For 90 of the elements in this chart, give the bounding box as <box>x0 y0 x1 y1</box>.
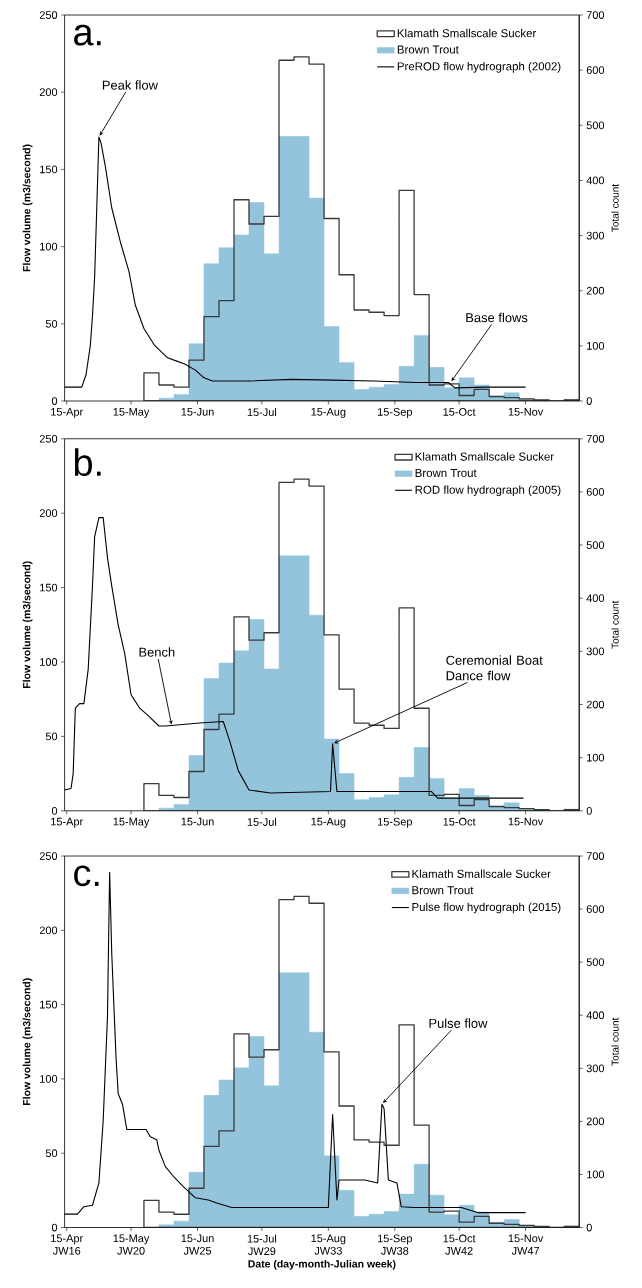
x-tick-label: 15-Jun JW25 <box>181 1234 214 1255</box>
legend-label: Pulse flow hydrograph (2015) <box>412 902 561 914</box>
y-tick-label: 50 <box>45 732 58 741</box>
x-tick-label: 15-Apr <box>51 408 83 418</box>
y2-tick-label: 100 <box>587 1170 605 1179</box>
y2-tick-label: 400 <box>586 176 605 185</box>
y-tick-label: 50 <box>45 319 58 328</box>
legend-label: Brown Trout <box>397 45 459 54</box>
x-tick-label: 15-Aug <box>311 817 346 828</box>
y2-tick-label: 600 <box>586 488 605 496</box>
y-tick-label: 200 <box>39 926 58 935</box>
y2-tick-label: 500 <box>586 958 605 967</box>
x-tick-label: 15-Nov <box>508 817 544 826</box>
y2-tick-label: 0 <box>586 397 592 405</box>
y2-tick-label: 500 <box>586 541 605 549</box>
x-axis-title: Date (day-month-Julian week) <box>248 1259 396 1270</box>
y-axis-title: Flow volume (m3/second) <box>22 144 33 272</box>
y2-tick-label: 400 <box>586 594 605 603</box>
y2-tick-label: 400 <box>586 1011 605 1020</box>
y2-axis-title: Total count <box>611 184 619 232</box>
x-tick-label: 15-Jul JW29 <box>247 1234 277 1256</box>
y2-tick-label: 300 <box>586 647 605 656</box>
y2-axis-title: Total count <box>611 1017 619 1066</box>
y-tick-label: 250 <box>39 11 58 19</box>
y2-tick-label: 300 <box>586 1064 605 1073</box>
x-tick-label: 15-Jun <box>181 408 214 416</box>
chart-title: a. <box>74 24 101 46</box>
y-tick-label: 50 <box>45 1149 58 1158</box>
y2-tick-label: 600 <box>586 66 605 75</box>
y-tick-label: 150 <box>40 165 58 174</box>
y2-tick-label: 700 <box>586 852 605 860</box>
y-tick-label: 150 <box>40 1000 58 1009</box>
y2-tick-label: 0 <box>586 806 592 815</box>
y-tick-label: 100 <box>40 1075 58 1083</box>
x-tick-label: 15-Oct <box>443 408 476 416</box>
y2-tick-label: 300 <box>586 231 605 240</box>
y-axis-title: Flow volume (m3/second) <box>22 561 33 689</box>
legend-label: PreROD flow hydrograph (2002) <box>397 61 561 73</box>
y-tick-label: 200 <box>39 88 58 97</box>
y2-tick-label: 200 <box>586 700 605 709</box>
annotation: Ceremonial Boat Dance flow <box>446 655 543 681</box>
x-tick-label: 15-Apr JW16 <box>51 1234 83 1255</box>
y-tick-label: 0 <box>51 806 58 815</box>
y-tick-label: 100 <box>40 242 58 251</box>
x-tick-label: 15-Nov <box>508 408 544 416</box>
x-tick-label: 15-May <box>113 817 150 828</box>
y2-tick-label: 0 <box>586 1223 592 1232</box>
legend-label: Brown Trout <box>415 469 477 478</box>
y2-axis-title: Total count <box>611 600 619 649</box>
annotation: Bench <box>139 647 175 657</box>
y2-tick-label: 700 <box>586 434 605 443</box>
x-tick-label: 15-Aug JW33 <box>311 1234 346 1255</box>
y2-tick-label: 200 <box>586 1117 605 1126</box>
x-tick-label: 15-Sep JW38 <box>377 1234 412 1255</box>
legend-label: Brown Trout <box>412 886 474 895</box>
x-tick-label: 15-Jul <box>247 817 277 826</box>
y-tick-label: 250 <box>39 434 58 443</box>
legend-label: ROD flow hydrograph (2005) <box>415 485 561 497</box>
x-tick-label: 15-May <box>113 408 150 418</box>
chart-title: b. <box>74 448 101 477</box>
y-tick-label: 200 <box>39 509 58 518</box>
annotation: Pulse flow <box>429 1018 488 1028</box>
legend-label: Klamath Smallscale Sucker <box>397 28 537 38</box>
y-tick-label: 150 <box>40 583 58 592</box>
x-tick-label: 15-Sep <box>377 408 412 418</box>
legend-label: Klamath Smallscale Sucker <box>415 452 554 461</box>
x-tick-label: 15-Jun <box>181 817 214 826</box>
y2-tick-label: 100 <box>587 753 605 762</box>
x-tick-label: 15-Apr <box>51 817 83 828</box>
x-tick-label: 15-Oct JW42 <box>443 1234 476 1255</box>
x-tick-label: 15-May JW20 <box>113 1234 150 1255</box>
y2-tick-label: 200 <box>586 286 605 295</box>
chart-title: c. <box>74 865 99 887</box>
y2-tick-label: 700 <box>586 11 605 19</box>
legend-label: Klamath Smallscale Sucker <box>412 869 551 878</box>
annotation: Peak flow <box>102 80 158 90</box>
y-tick-label: 100 <box>40 658 58 666</box>
y2-tick-label: 100 <box>587 341 605 350</box>
annotation: Base flows <box>466 312 528 323</box>
x-tick-label: 15-Jul <box>247 408 277 417</box>
x-tick-label: 15-Aug <box>311 408 346 418</box>
x-tick-label: 15-Sep <box>377 817 412 828</box>
y-tick-label: 0 <box>51 1223 58 1232</box>
y2-tick-label: 500 <box>586 121 605 130</box>
y-tick-label: 250 <box>39 852 58 860</box>
y-axis-title: Flow volume (m3/second) <box>22 978 33 1105</box>
y-tick-label: 0 <box>51 397 58 405</box>
x-tick-label: 15-Nov JW47 <box>508 1234 544 1255</box>
y2-tick-label: 600 <box>586 905 605 913</box>
x-tick-label: 15-Oct <box>443 817 476 826</box>
